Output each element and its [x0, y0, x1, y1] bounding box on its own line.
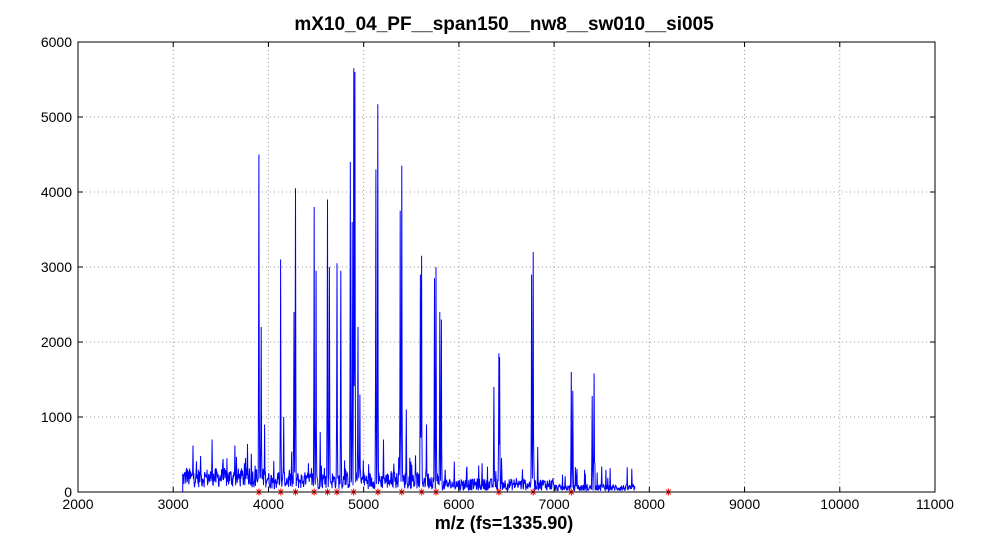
spectrum-series — [182, 68, 636, 493]
x-tick-label: 4000 — [253, 496, 284, 512]
x-tick-label: 3000 — [158, 496, 189, 512]
x-axis-ticks: 2000 3000 4000 5000 6000 7000 8000 9000 10000 110… — [62, 42, 954, 512]
y-axis-ticks: 0 1000 2000 3000 4000 5000 6000 — [41, 34, 935, 500]
x-tick-label: 6000 — [443, 496, 474, 512]
spectrum-line — [182, 68, 636, 493]
y-tick-label: 1000 — [41, 409, 72, 425]
x-tick-label: 2000 — [62, 496, 93, 512]
x-tick-label: 9000 — [729, 496, 760, 512]
y-tick-label: 3000 — [41, 259, 72, 275]
y-tick-label: 6000 — [41, 34, 72, 50]
x-tick-label: 5000 — [348, 496, 379, 512]
x-tick-label: 10000 — [820, 496, 859, 512]
y-tick-label: 0 — [64, 484, 72, 500]
y-tick-label: 2000 — [41, 334, 72, 350]
y-tick-label: 4000 — [41, 184, 72, 200]
grid-lines — [78, 42, 935, 492]
x-tick-label: 8000 — [634, 496, 665, 512]
x-tick-label: 7000 — [539, 496, 570, 512]
x-axis-label: m/z (fs=1335.90) — [435, 513, 574, 533]
y-tick-label: 5000 — [41, 109, 72, 125]
chart-title: mX10_04_PF__span150__nw8__sw010__si005 — [294, 14, 714, 35]
x-tick-label: 11000 — [916, 496, 954, 512]
